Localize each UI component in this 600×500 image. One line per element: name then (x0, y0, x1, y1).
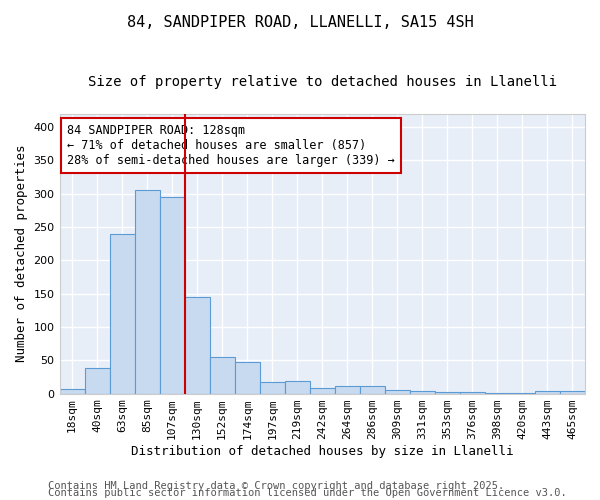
Bar (209, 357, 235, 394)
Bar (510, 393, 535, 394)
Bar (110, 234, 134, 394)
X-axis label: Distribution of detached houses by size in Llanelli: Distribution of detached houses by size … (131, 444, 514, 458)
Y-axis label: Number of detached properties: Number of detached properties (15, 145, 28, 362)
Text: Contains public sector information licensed under the Open Government Licence v3: Contains public sector information licen… (48, 488, 567, 498)
Bar (260, 382, 285, 394)
Bar (185, 297, 209, 394)
Bar (360, 386, 385, 394)
Bar (235, 362, 260, 394)
Bar (160, 197, 185, 394)
Bar (410, 391, 435, 394)
Bar (59, 389, 85, 394)
Bar (134, 190, 160, 394)
Bar (310, 388, 335, 394)
Bar (485, 393, 510, 394)
Text: Contains HM Land Registry data © Crown copyright and database right 2025.: Contains HM Land Registry data © Crown c… (48, 481, 504, 491)
Bar (85, 368, 110, 394)
Bar (535, 391, 560, 394)
Title: Size of property relative to detached houses in Llanelli: Size of property relative to detached ho… (88, 75, 557, 89)
Text: 84 SANDPIPER ROAD: 128sqm
← 71% of detached houses are smaller (857)
28% of semi: 84 SANDPIPER ROAD: 128sqm ← 71% of detac… (67, 124, 395, 167)
Bar (335, 386, 360, 394)
Bar (385, 390, 410, 394)
Bar (285, 381, 310, 394)
Text: 84, SANDPIPER ROAD, LLANELLI, SA15 4SH: 84, SANDPIPER ROAD, LLANELLI, SA15 4SH (127, 15, 473, 30)
Bar (560, 391, 585, 394)
Bar (460, 392, 485, 394)
Bar (435, 392, 460, 394)
